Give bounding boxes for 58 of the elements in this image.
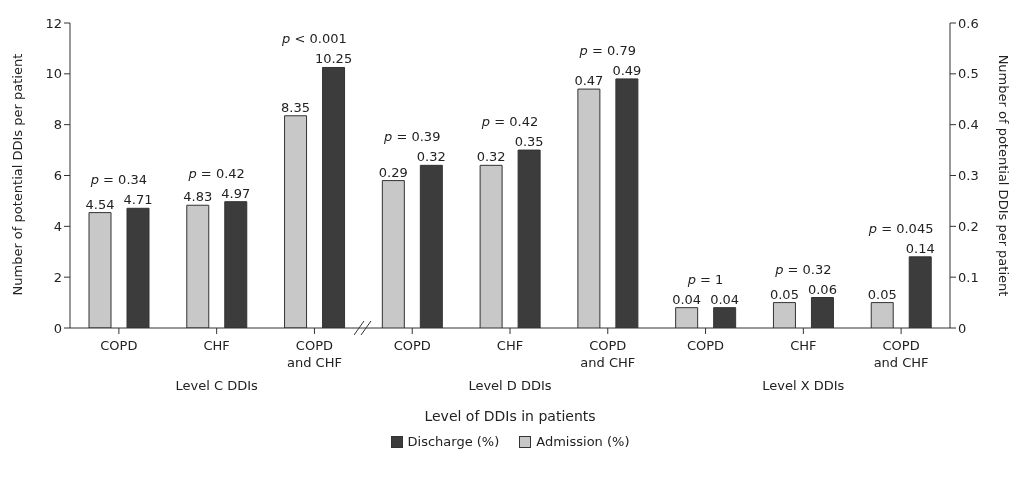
x-tick-label: COPD and CHF — [286, 338, 342, 370]
data-label: 8.35 — [281, 99, 311, 115]
y-tick-label: 0 — [53, 320, 62, 336]
data-label: 0.06 — [807, 281, 837, 297]
y2-tick-label: 0.6 — [958, 15, 979, 31]
x-tick-label: CHF — [496, 338, 524, 353]
data-label: 4.71 — [123, 192, 153, 208]
annotation: p = 0.045 — [868, 220, 934, 236]
data-label: 0.05 — [867, 286, 897, 302]
y2-tick-label: 0 — [958, 320, 967, 336]
x-tick-label: COPD and CHF — [580, 338, 636, 370]
y-tick-label: 2 — [53, 269, 62, 285]
x-tick-label: CHF — [790, 338, 817, 353]
data-label: 0.49 — [612, 62, 642, 78]
text: Level D DDIs — [467, 378, 553, 393]
y2-tick-label: 0.3 — [958, 168, 979, 184]
text: Level X DDIs — [761, 378, 846, 393]
x-tick-label: COPD — [686, 338, 725, 353]
annotation: p = 0.34 — [90, 172, 148, 188]
annotation: p < 0.001 — [281, 31, 348, 47]
annotation: p = 0.42 — [480, 114, 540, 130]
y-tick-label: 8 — [53, 117, 62, 133]
y-tick-label: 12 — [45, 15, 62, 31]
y2-tick-label: 0.5 — [958, 66, 979, 82]
data-label: 0.29 — [378, 164, 408, 180]
data-label: 0.32 — [416, 149, 446, 165]
annotation: p = 0.79 — [578, 42, 637, 58]
x-tick-label: CHF — [203, 338, 230, 353]
annotation: p = 0.32 — [774, 261, 833, 277]
data-label: 4.54 — [85, 196, 115, 212]
annotation: p = 1 — [686, 271, 725, 287]
x-tick-label: COPD and CHF — [873, 338, 929, 370]
x-tick-label: COPD — [100, 338, 138, 353]
data-label: 0.47 — [574, 73, 604, 89]
legend-label: Admission (%) — [535, 434, 630, 449]
data-label: 4.83 — [183, 189, 213, 205]
data-label: 0.35 — [514, 134, 544, 150]
data-label: 0.14 — [905, 240, 935, 256]
y2-tick-label: 0.2 — [958, 218, 979, 234]
y-tick-label: 4 — [53, 218, 62, 234]
x-tick-label: COPD — [393, 338, 431, 353]
data-label: 0.04 — [710, 291, 740, 307]
data-label: 10.25 — [314, 51, 353, 67]
data-label: 0.04 — [672, 291, 702, 307]
y-axis-title: Number of potential DDIs per patient — [9, 53, 25, 296]
data-label: 0.05 — [769, 286, 799, 302]
data-label: 4.97 — [221, 185, 251, 201]
y2-tick-label: 0.1 — [958, 269, 979, 285]
y2-axis-title: Number of potential DDIs per patient — [995, 54, 1011, 297]
data-label: 0.32 — [476, 149, 506, 165]
y-tick-label: 6 — [53, 168, 62, 184]
legend-label: Discharge (%) — [406, 434, 500, 449]
y-tick-label: 10 — [45, 66, 62, 82]
x-axis-title: Level of DDIs in patients — [423, 408, 597, 424]
annotation: p = 0.42 — [187, 165, 246, 181]
text: Level C DDIs — [174, 378, 259, 393]
y2-tick-label: 0.4 — [958, 117, 979, 133]
annotation: p = 0.39 — [383, 129, 442, 145]
